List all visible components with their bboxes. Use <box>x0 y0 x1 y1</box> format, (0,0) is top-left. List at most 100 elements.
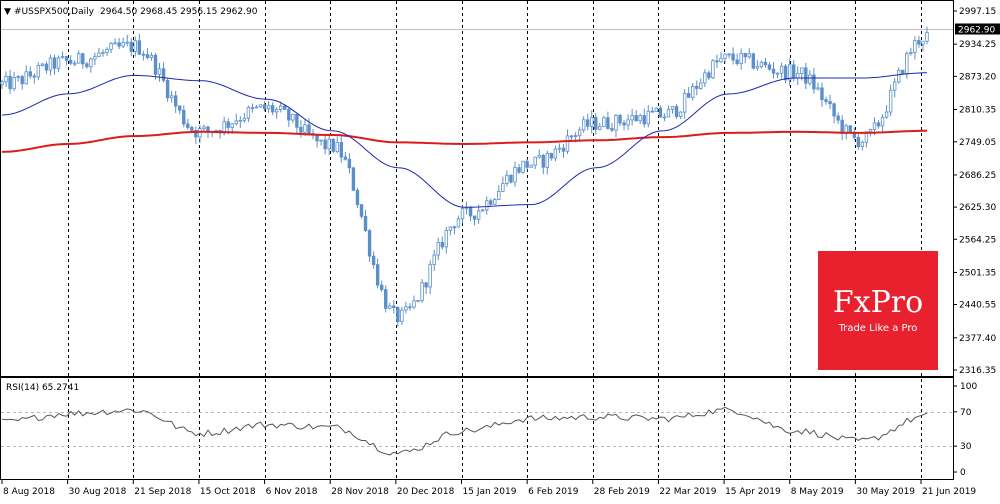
candle-body <box>824 99 828 102</box>
candle-body <box>707 72 711 79</box>
candle-body <box>678 111 683 117</box>
candle-body <box>662 116 667 119</box>
candle-body <box>182 109 186 125</box>
candle-body <box>242 117 247 121</box>
candlesticks <box>0 26 929 327</box>
candle-body <box>472 215 477 220</box>
candle-body <box>36 64 41 78</box>
candle-body <box>533 156 537 166</box>
candle-body <box>40 63 45 66</box>
candle-body <box>816 87 820 90</box>
candle-body <box>226 121 230 128</box>
candle-body <box>771 68 776 74</box>
candle-body <box>509 174 513 183</box>
price-tick-label: 2440.55 <box>959 301 996 311</box>
candle-body <box>299 126 303 133</box>
candle-body <box>606 117 610 129</box>
candle-body <box>8 75 12 90</box>
rsi-axis: 100 70 30 0 <box>953 382 977 478</box>
candle-body <box>614 115 618 131</box>
candle-body <box>56 57 61 69</box>
date-tick-label: 8 May 2019 <box>791 487 844 497</box>
candle-body <box>64 56 69 61</box>
candle-body <box>598 126 602 130</box>
candle-body <box>0 81 4 85</box>
price-tick-label: 2934.25 <box>959 40 996 50</box>
candle-body <box>755 66 760 69</box>
candle-body <box>173 95 178 107</box>
fxpro-logo-brand: FxPro <box>833 285 923 320</box>
candle-body <box>577 129 582 137</box>
candle-body <box>581 119 586 131</box>
candle-body <box>747 53 751 58</box>
candle-body <box>925 32 929 42</box>
candle-body <box>594 116 598 130</box>
candle-body <box>85 63 89 68</box>
candle-body <box>763 61 768 66</box>
candle-body <box>323 139 327 150</box>
candle-body <box>194 130 198 138</box>
candle-body <box>24 71 28 85</box>
candle-body <box>650 110 655 113</box>
candle-body <box>585 119 590 127</box>
candle-body <box>565 135 570 152</box>
candle-body <box>456 218 461 228</box>
candle-body <box>468 207 473 217</box>
rsi-tick-label: 0 <box>960 468 966 478</box>
candle-body <box>493 198 497 205</box>
date-tick-label: 6 Nov 2018 <box>266 487 318 497</box>
candle-body <box>735 59 739 64</box>
candle-body <box>60 56 65 59</box>
candle-body <box>145 54 150 59</box>
candle-body <box>351 167 356 191</box>
candle-body <box>230 123 234 128</box>
price-tick-label: 2316.35 <box>959 366 996 376</box>
price-tick-label: 2377.40 <box>959 334 996 344</box>
candle-body <box>569 135 574 138</box>
candle-body <box>258 104 263 108</box>
candle-body <box>476 210 481 220</box>
candle-body <box>820 87 824 101</box>
price-tick-label: 2686.25 <box>959 171 996 181</box>
candle-body <box>77 53 81 64</box>
candle-body <box>165 79 170 99</box>
candle-body <box>347 158 352 169</box>
candle-body <box>573 135 578 138</box>
date-tick-label: 15 Jan 2019 <box>463 487 517 497</box>
candle-body <box>432 254 436 266</box>
candle-body <box>452 226 457 229</box>
ma-slow-line <box>1 129 927 153</box>
candle-body <box>682 93 687 113</box>
candle-body <box>355 189 360 205</box>
fxpro-logo-tagline: Trade Like a Pro <box>838 323 918 334</box>
date-axis: 8 Aug 2018 30 Aug 2018 21 Sep 2018 15 Oct 2… <box>1 480 976 497</box>
candle-body <box>840 119 844 134</box>
candle-body <box>654 107 659 113</box>
candle-body <box>291 113 295 121</box>
candle-body <box>901 69 905 74</box>
candle-body <box>343 156 348 160</box>
candle-body <box>674 106 679 117</box>
candle-body <box>68 59 73 64</box>
candle-body <box>779 65 784 74</box>
chart-symbol: #USSPX500,Daily <box>14 7 95 17</box>
candle-body <box>897 69 901 83</box>
candle-body <box>400 309 404 323</box>
candle-body <box>246 107 251 119</box>
candle-body <box>691 85 695 98</box>
rsi-levels <box>1 412 953 447</box>
candle-body <box>157 68 162 75</box>
rsi-line <box>1 406 928 456</box>
rsi-tick-label: 100 <box>960 382 977 392</box>
date-tick-label: 15 Oct 2018 <box>200 487 256 497</box>
candle-body <box>626 119 630 126</box>
candle-body <box>804 67 808 84</box>
candle-body <box>868 129 873 133</box>
price-tick-label: 2501.35 <box>959 268 996 278</box>
candle-body <box>751 53 756 69</box>
candle-body <box>416 300 420 302</box>
candle-body <box>848 125 852 133</box>
candle-body <box>715 60 719 63</box>
candle-body <box>642 115 646 125</box>
candle-body <box>864 131 869 143</box>
